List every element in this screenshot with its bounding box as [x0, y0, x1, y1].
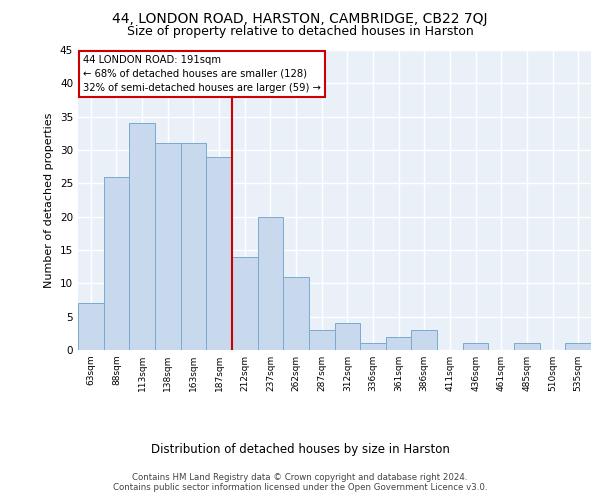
Bar: [360, 344, 386, 350]
Bar: [232, 256, 257, 350]
Bar: [463, 344, 488, 350]
Bar: [257, 216, 283, 350]
Text: Size of property relative to detached houses in Harston: Size of property relative to detached ho…: [127, 25, 473, 38]
Y-axis label: Number of detached properties: Number of detached properties: [44, 112, 55, 288]
Bar: [386, 336, 412, 350]
Bar: [155, 144, 181, 350]
Bar: [412, 330, 437, 350]
Bar: [335, 324, 360, 350]
Text: 44, LONDON ROAD, HARSTON, CAMBRIDGE, CB22 7QJ: 44, LONDON ROAD, HARSTON, CAMBRIDGE, CB2…: [112, 12, 488, 26]
Text: 44 LONDON ROAD: 191sqm
← 68% of detached houses are smaller (128)
32% of semi-de: 44 LONDON ROAD: 191sqm ← 68% of detached…: [83, 54, 321, 92]
Bar: [104, 176, 130, 350]
Bar: [283, 276, 309, 350]
Bar: [130, 124, 155, 350]
Bar: [206, 156, 232, 350]
Text: Contains public sector information licensed under the Open Government Licence v3: Contains public sector information licen…: [113, 482, 487, 492]
Text: Distribution of detached houses by size in Harston: Distribution of detached houses by size …: [151, 442, 449, 456]
Bar: [309, 330, 335, 350]
Bar: [514, 344, 540, 350]
Bar: [181, 144, 206, 350]
Text: Contains HM Land Registry data © Crown copyright and database right 2024.: Contains HM Land Registry data © Crown c…: [132, 472, 468, 482]
Bar: [565, 344, 591, 350]
Bar: [78, 304, 104, 350]
